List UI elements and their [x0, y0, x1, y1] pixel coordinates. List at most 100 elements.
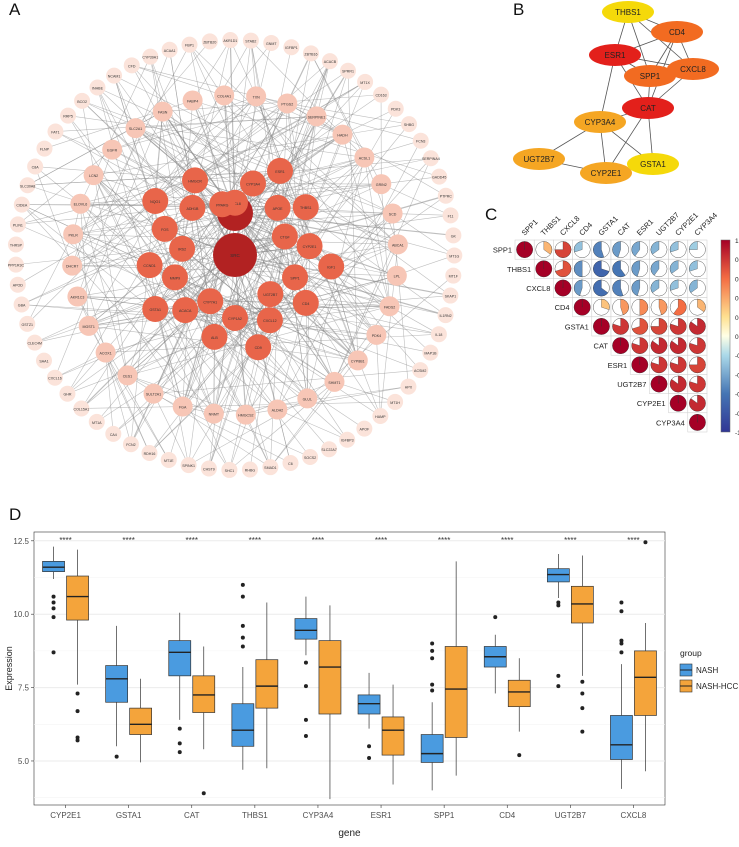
network-node-label: SHBG — [404, 123, 414, 127]
network-edge — [392, 213, 455, 256]
network-node — [105, 425, 122, 442]
network-edge — [192, 39, 231, 101]
network-node-label: PTPRC — [440, 195, 453, 199]
network-node-label: CYP8B1 — [351, 359, 365, 363]
hub-node-label: SPP1 — [640, 72, 661, 81]
panel-letter-d: D — [9, 505, 22, 524]
network-edge — [81, 100, 306, 208]
network-node-label: ACACB — [324, 60, 337, 64]
network-edge — [195, 157, 431, 181]
expression-boxplot: 5.0 7.5 10.0 12.5 CYP2E1 **** GSTA1 **** CAT ****… — [4, 531, 738, 839]
network-node-label: CXCL12 — [263, 319, 277, 323]
network-node — [340, 62, 357, 79]
network-edge — [221, 103, 288, 205]
network-node — [245, 334, 272, 361]
network-node — [221, 461, 238, 478]
network-node-label: CD9 — [255, 346, 262, 350]
corr-col-label: THBS1 — [539, 214, 562, 237]
network-edge — [131, 65, 257, 97]
x-tick-label: CD4 — [499, 811, 516, 820]
network-node-label: FBP1 — [185, 44, 194, 48]
network-edge — [234, 236, 286, 319]
network-edge — [305, 302, 381, 417]
network-edge — [222, 176, 440, 205]
network-node — [151, 215, 178, 242]
box-outlier — [430, 656, 435, 661]
network-node-label: SPP1 — [290, 276, 299, 280]
network-node — [182, 90, 203, 111]
x-tick-label: CAT — [184, 811, 200, 820]
network-node-label: ACSL1 — [359, 156, 370, 160]
x-tick-label: SPP1 — [434, 811, 455, 820]
box-outlier — [556, 600, 561, 605]
corr-pie-slice — [612, 260, 626, 278]
network-edge — [135, 41, 211, 129]
network-edge — [88, 248, 183, 327]
corr-colorbar-tick: 0.8 — [735, 257, 739, 264]
corr-pie-slice — [593, 260, 610, 277]
network-node-label: C8A — [32, 166, 40, 170]
corr-pie-slice — [689, 279, 698, 293]
network-node — [239, 170, 266, 197]
network-node — [106, 67, 123, 84]
network-edge — [17, 180, 196, 225]
network-node — [422, 150, 439, 167]
network-edge — [155, 81, 366, 310]
network-node — [400, 378, 417, 395]
box-body — [546, 568, 570, 583]
box-body — [231, 703, 255, 747]
network-node-label: FGA — [179, 406, 187, 410]
network-node-label: FCN2 — [126, 443, 135, 447]
network-node-label: SULT2A1 — [146, 393, 161, 397]
network-edge — [229, 40, 236, 214]
network-node — [197, 288, 224, 315]
network-node — [213, 233, 257, 277]
network-edge — [334, 306, 390, 383]
box-outlier — [430, 682, 435, 687]
network-node — [125, 118, 146, 139]
network-node — [7, 236, 24, 253]
network-node-label: COL4A1 — [217, 94, 231, 98]
network-node — [9, 216, 26, 233]
network-node — [179, 194, 206, 221]
network-node — [256, 307, 283, 334]
box-outlier — [430, 641, 435, 646]
network-edge — [269, 319, 431, 353]
network-node — [141, 444, 158, 461]
network-node — [200, 460, 217, 477]
network-node — [161, 264, 188, 291]
box-outlier — [303, 717, 308, 722]
network-edge — [105, 352, 114, 434]
hub-node — [574, 111, 626, 133]
network-edge — [347, 70, 359, 361]
corr-pie-slice — [650, 318, 668, 335]
box-outlier — [240, 644, 245, 649]
network-node — [201, 33, 218, 50]
network-node-label: ZBTB16 — [304, 52, 317, 56]
significance-label: **** — [627, 536, 639, 545]
network-edge — [80, 203, 128, 376]
network-node-label: APOF — [359, 428, 370, 432]
network-node — [222, 304, 248, 331]
network-node-label: IRS2 — [178, 248, 186, 252]
network-node — [372, 407, 389, 424]
corr-col-label: CXCL8 — [558, 214, 581, 237]
network-edge — [71, 44, 190, 266]
network-node — [412, 362, 429, 379]
corr-pie-slice — [573, 241, 583, 253]
network-node — [277, 93, 298, 114]
corr-colorbar-tick: 1 — [735, 238, 739, 245]
corr-pie-slice — [631, 356, 648, 374]
network-node-label: NCAM1 — [108, 75, 121, 79]
corr-row-label: UGT2B7 — [617, 380, 646, 389]
box-outlier — [643, 540, 648, 545]
corr-pie-slice — [689, 375, 706, 393]
corr-pie-slice — [650, 260, 660, 276]
network-node-label: HMGCR — [188, 179, 202, 183]
network-edge — [309, 157, 365, 247]
corr-col-label: ESR1 — [635, 217, 655, 237]
box-outlier — [619, 638, 624, 643]
network-node-label: STAB2 — [245, 40, 256, 44]
network-edge — [93, 123, 410, 176]
box-outlier — [367, 756, 372, 761]
